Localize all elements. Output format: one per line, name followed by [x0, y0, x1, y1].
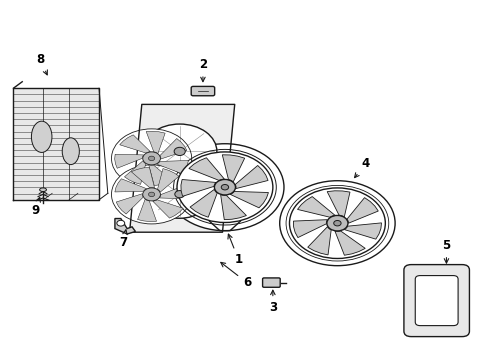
Polygon shape	[115, 154, 143, 168]
FancyBboxPatch shape	[262, 278, 280, 287]
Ellipse shape	[326, 215, 347, 231]
Text: 1: 1	[227, 234, 242, 266]
Ellipse shape	[31, 121, 52, 152]
Polygon shape	[157, 168, 179, 192]
Polygon shape	[222, 155, 244, 182]
Polygon shape	[116, 194, 143, 214]
Polygon shape	[220, 195, 246, 220]
Ellipse shape	[148, 192, 154, 197]
Polygon shape	[148, 165, 172, 185]
Ellipse shape	[111, 165, 191, 224]
Ellipse shape	[333, 220, 341, 226]
Ellipse shape	[117, 220, 124, 226]
Polygon shape	[146, 131, 165, 153]
Polygon shape	[129, 104, 234, 232]
Polygon shape	[190, 189, 217, 217]
Polygon shape	[297, 197, 334, 217]
Text: 6: 6	[221, 262, 250, 289]
Polygon shape	[181, 180, 216, 196]
Ellipse shape	[289, 188, 385, 258]
Polygon shape	[152, 200, 183, 218]
Ellipse shape	[279, 181, 394, 266]
Polygon shape	[334, 231, 365, 255]
Polygon shape	[307, 227, 330, 255]
Polygon shape	[346, 198, 378, 223]
Polygon shape	[293, 220, 327, 238]
Polygon shape	[159, 185, 188, 199]
Text: 5: 5	[442, 239, 449, 263]
Text: 8: 8	[36, 53, 47, 75]
Ellipse shape	[165, 144, 284, 231]
Ellipse shape	[142, 188, 160, 201]
Polygon shape	[188, 158, 224, 180]
Text: 9: 9	[31, 197, 41, 217]
Polygon shape	[156, 161, 188, 174]
Polygon shape	[124, 161, 145, 184]
FancyBboxPatch shape	[191, 86, 214, 96]
Ellipse shape	[221, 184, 228, 190]
Polygon shape	[235, 166, 267, 189]
Polygon shape	[160, 139, 186, 159]
Ellipse shape	[62, 138, 79, 165]
Text: 2: 2	[199, 58, 206, 82]
Text: 3: 3	[268, 290, 276, 314]
Ellipse shape	[174, 147, 185, 156]
Polygon shape	[120, 135, 150, 153]
Polygon shape	[115, 219, 135, 234]
Ellipse shape	[142, 152, 160, 165]
Ellipse shape	[148, 156, 154, 161]
Polygon shape	[137, 199, 156, 221]
Polygon shape	[230, 192, 268, 208]
Polygon shape	[131, 167, 154, 188]
Polygon shape	[14, 88, 99, 200]
Text: 7: 7	[119, 230, 127, 249]
FancyBboxPatch shape	[414, 276, 457, 325]
FancyBboxPatch shape	[403, 265, 468, 337]
Ellipse shape	[177, 152, 272, 222]
Ellipse shape	[214, 179, 235, 195]
Polygon shape	[326, 191, 349, 217]
Ellipse shape	[174, 190, 184, 198]
Ellipse shape	[142, 124, 217, 179]
Polygon shape	[115, 179, 146, 192]
Ellipse shape	[111, 129, 191, 188]
Ellipse shape	[147, 170, 212, 218]
Text: 4: 4	[354, 157, 369, 177]
Polygon shape	[344, 223, 381, 239]
Ellipse shape	[40, 188, 46, 192]
